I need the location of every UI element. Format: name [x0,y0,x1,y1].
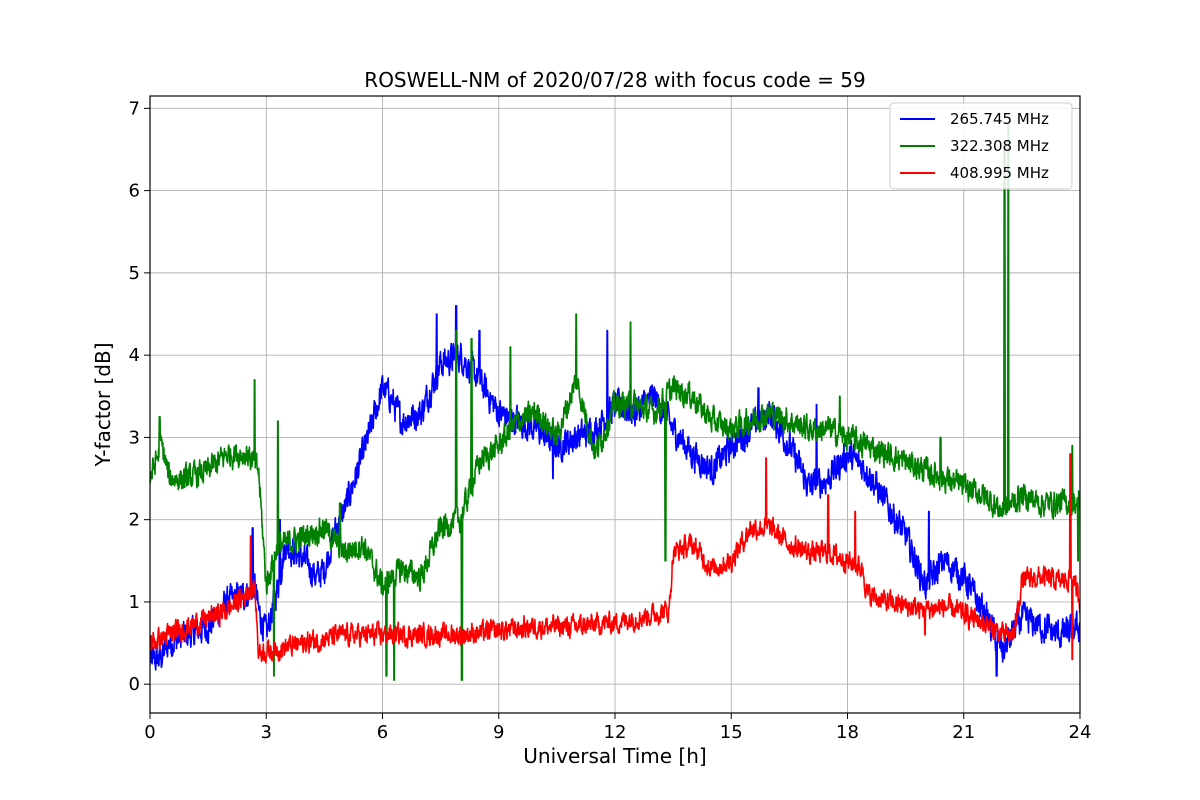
grid [149,96,1081,713]
x-tick-label: 9 [493,722,504,743]
series-layer [150,124,1080,681]
y-tick-label: 3 [129,427,140,448]
series-line [150,453,1080,664]
legend: 265.745 MHz 322.308 MHz 408.995 MHz [889,102,1073,190]
legend-box [889,102,1073,190]
y-tick-label: 6 [129,181,140,202]
series-line [150,124,1080,681]
y-tick-label: 1 [129,592,140,613]
chart-title: ROSWELL-NM of 2020/07/28 with focus code… [364,68,865,92]
x-tick-label: 15 [720,722,743,743]
y-tick-label: 2 [129,510,140,531]
y-tick-label: 0 [129,674,140,695]
y-tick-label: 4 [129,345,140,366]
x-tick-label: 3 [261,722,272,743]
x-tick-label: 24 [1069,722,1092,743]
y-tick-label: 5 [129,263,140,284]
legend-label: 322.308 MHz [950,137,1049,155]
x-tick-label: 21 [952,722,975,743]
x-tick-label: 18 [836,722,859,743]
legend-label: 265.745 MHz [950,110,1049,128]
x-axis-label: Universal Time [h] [523,744,706,768]
x-tick-label: 12 [604,722,627,743]
y-tick-label: 7 [129,98,140,119]
x-tick-label: 6 [377,722,388,743]
legend-label: 408.995 MHz [950,164,1049,182]
x-tick-label: 0 [144,722,155,743]
y-axis-label: Y-factor [dB] [91,342,115,467]
series-line [150,305,1080,677]
